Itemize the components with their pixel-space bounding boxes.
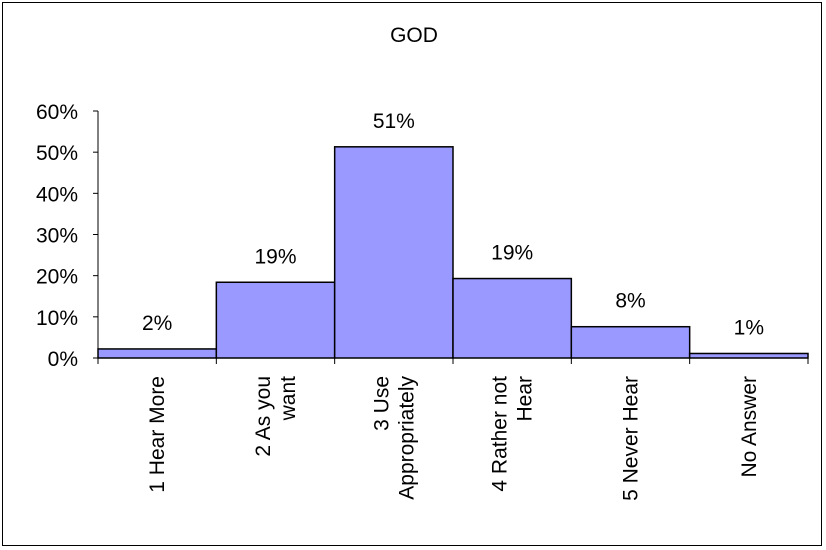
y-tick-label: 30% — [36, 225, 78, 248]
bars — [97, 146, 809, 359]
x-tick-label: 1 Hear More — [146, 376, 169, 493]
data-labels: 2% 19% 51% 19% 8% 1% — [142, 110, 764, 340]
y-tick-label: 10% — [36, 307, 78, 330]
data-label: 51% — [373, 110, 415, 133]
bar — [333, 146, 454, 359]
y-axis: 0% 10% 20% 30% 40% 50% 60% — [36, 101, 99, 371]
y-tick-label: 0% — [48, 348, 78, 371]
y-tick-label: 60% — [36, 101, 78, 124]
data-label: 19% — [254, 245, 296, 268]
bar — [452, 277, 573, 359]
x-tick-label: 4 Rather notHear — [489, 376, 537, 492]
y-tick-label: 50% — [36, 142, 78, 165]
y-tick-label: 40% — [36, 183, 78, 206]
data-label: 2% — [142, 312, 172, 335]
data-label: 19% — [491, 242, 533, 265]
x-tick-label: 2 As youwant — [252, 376, 300, 457]
bar — [688, 352, 809, 359]
bar — [215, 281, 336, 359]
x-tick-label: 3 UseAppropriately — [370, 376, 418, 500]
bar — [97, 348, 218, 359]
data-label: 8% — [615, 290, 645, 313]
data-label: 1% — [734, 316, 764, 339]
chart-title: GOD — [390, 24, 438, 47]
x-tick-label: No Answer — [738, 376, 761, 478]
x-axis: 1 Hear More 2 As youwant 3 UseAppropriatel… — [97, 357, 809, 501]
bar — [570, 325, 691, 359]
y-tick-label: 20% — [36, 266, 78, 289]
x-tick-label: 5 Never Hear — [620, 376, 643, 501]
